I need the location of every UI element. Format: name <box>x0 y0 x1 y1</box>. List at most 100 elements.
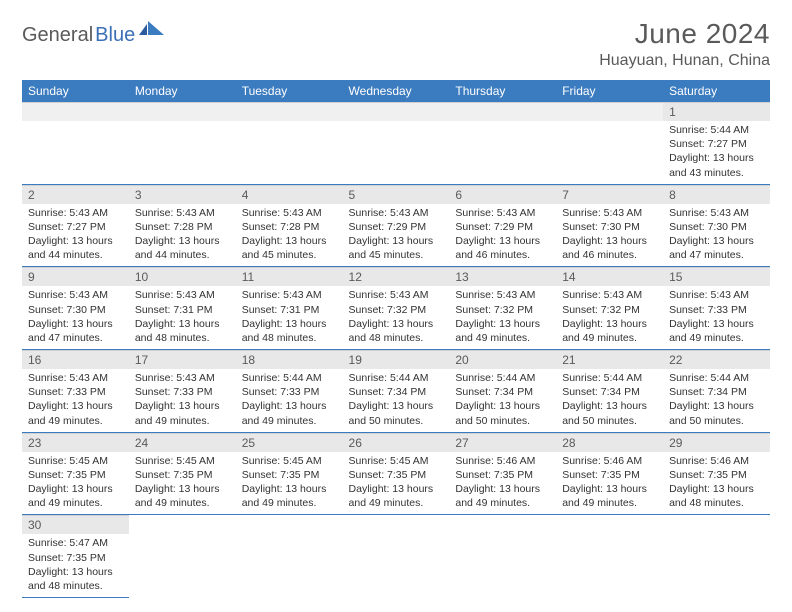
day-detail-line: and 49 minutes. <box>242 414 337 428</box>
day-number: 17 <box>129 350 236 369</box>
day-number: 19 <box>343 350 450 369</box>
day-number: 20 <box>449 350 556 369</box>
day-detail-line: Daylight: 13 hours <box>135 482 230 496</box>
calendar-cell <box>663 515 770 598</box>
calendar-cell: 23Sunrise: 5:45 AMSunset: 7:35 PMDayligh… <box>22 432 129 515</box>
day-detail-line: Sunrise: 5:43 AM <box>562 206 657 220</box>
day-number: 14 <box>556 267 663 286</box>
calendar-cell: 7Sunrise: 5:43 AMSunset: 7:30 PMDaylight… <box>556 184 663 267</box>
day-detail-line: and 44 minutes. <box>28 248 123 262</box>
day-details: Sunrise: 5:45 AMSunset: 7:35 PMDaylight:… <box>236 452 343 515</box>
day-detail-line: and 49 minutes. <box>562 331 657 345</box>
day-detail-line: Sunrise: 5:47 AM <box>28 536 123 550</box>
day-details: Sunrise: 5:43 AMSunset: 7:31 PMDaylight:… <box>129 286 236 349</box>
day-number <box>449 515 556 533</box>
month-title: June 2024 <box>599 18 770 50</box>
day-detail-line: Sunset: 7:35 PM <box>349 468 444 482</box>
calendar-cell: 17Sunrise: 5:43 AMSunset: 7:33 PMDayligh… <box>129 350 236 433</box>
day-number <box>556 102 663 121</box>
day-detail-line: Sunset: 7:34 PM <box>562 385 657 399</box>
day-detail-line: Daylight: 13 hours <box>562 399 657 413</box>
day-number <box>449 102 556 121</box>
day-detail-line: Daylight: 13 hours <box>242 399 337 413</box>
day-detail-line: Daylight: 13 hours <box>669 234 764 248</box>
brand-word1: General <box>22 24 93 47</box>
day-detail-line: Sunset: 7:30 PM <box>28 303 123 317</box>
day-number: 1 <box>663 102 770 121</box>
day-detail-line: Sunset: 7:35 PM <box>28 468 123 482</box>
day-detail-line: Sunrise: 5:43 AM <box>135 371 230 385</box>
day-detail-line: Daylight: 13 hours <box>669 399 764 413</box>
day-detail-line: Daylight: 13 hours <box>455 399 550 413</box>
day-detail-line: and 49 minutes. <box>135 496 230 510</box>
day-number: 6 <box>449 185 556 204</box>
calendar-cell: 29Sunrise: 5:46 AMSunset: 7:35 PMDayligh… <box>663 432 770 515</box>
day-detail-line: and 48 minutes. <box>669 496 764 510</box>
day-detail-line: Daylight: 13 hours <box>349 234 444 248</box>
day-detail-line: and 49 minutes. <box>562 496 657 510</box>
day-details: Sunrise: 5:43 AMSunset: 7:30 PMDaylight:… <box>22 286 129 349</box>
day-details: Sunrise: 5:43 AMSunset: 7:32 PMDaylight:… <box>449 286 556 349</box>
calendar-cell: 27Sunrise: 5:46 AMSunset: 7:35 PMDayligh… <box>449 432 556 515</box>
calendar-cell: 3Sunrise: 5:43 AMSunset: 7:28 PMDaylight… <box>129 184 236 267</box>
day-number: 2 <box>22 185 129 204</box>
day-detail-line: Sunset: 7:35 PM <box>135 468 230 482</box>
day-details: Sunrise: 5:43 AMSunset: 7:29 PMDaylight:… <box>343 204 450 267</box>
day-number: 16 <box>22 350 129 369</box>
day-detail-line: Sunset: 7:33 PM <box>242 385 337 399</box>
day-detail-line: Sunset: 7:35 PM <box>455 468 550 482</box>
day-detail-line: Daylight: 13 hours <box>669 317 764 331</box>
calendar-cell: 6Sunrise: 5:43 AMSunset: 7:29 PMDaylight… <box>449 184 556 267</box>
calendar-cell: 5Sunrise: 5:43 AMSunset: 7:29 PMDaylight… <box>343 184 450 267</box>
day-detail-line: Sunset: 7:33 PM <box>135 385 230 399</box>
calendar-cell: 19Sunrise: 5:44 AMSunset: 7:34 PMDayligh… <box>343 350 450 433</box>
day-detail-line: and 47 minutes. <box>28 331 123 345</box>
day-detail-line: and 45 minutes. <box>349 248 444 262</box>
day-detail-line: Sunrise: 5:43 AM <box>242 206 337 220</box>
calendar-header: SundayMondayTuesdayWednesdayThursdayFrid… <box>22 80 770 102</box>
day-detail-line: Sunset: 7:29 PM <box>349 220 444 234</box>
calendar-cell <box>22 102 129 184</box>
day-number: 25 <box>236 433 343 452</box>
day-detail-line: and 47 minutes. <box>669 248 764 262</box>
day-detail-line: and 48 minutes. <box>349 331 444 345</box>
calendar-cell <box>449 102 556 184</box>
day-detail-line: Daylight: 13 hours <box>562 482 657 496</box>
day-details <box>343 533 450 539</box>
day-details: Sunrise: 5:44 AMSunset: 7:34 PMDaylight:… <box>449 369 556 432</box>
day-number <box>129 515 236 533</box>
calendar-cell: 21Sunrise: 5:44 AMSunset: 7:34 PMDayligh… <box>556 350 663 433</box>
day-detail-line: Sunrise: 5:46 AM <box>562 454 657 468</box>
day-number: 15 <box>663 267 770 286</box>
header: General Blue June 2024 Huayuan, Hunan, C… <box>22 18 770 70</box>
day-details: Sunrise: 5:43 AMSunset: 7:30 PMDaylight:… <box>663 204 770 267</box>
day-detail-line: and 43 minutes. <box>669 166 764 180</box>
calendar-cell: 9Sunrise: 5:43 AMSunset: 7:30 PMDaylight… <box>22 267 129 350</box>
day-detail-line: and 48 minutes. <box>242 331 337 345</box>
calendar-cell <box>449 515 556 598</box>
day-details: Sunrise: 5:45 AMSunset: 7:35 PMDaylight:… <box>129 452 236 515</box>
day-details <box>129 533 236 539</box>
calendar-cell: 2Sunrise: 5:43 AMSunset: 7:27 PMDaylight… <box>22 184 129 267</box>
calendar-cell <box>129 102 236 184</box>
day-number: 10 <box>129 267 236 286</box>
day-number: 29 <box>663 433 770 452</box>
day-detail-line: Daylight: 13 hours <box>349 482 444 496</box>
day-detail-line: Sunrise: 5:44 AM <box>669 123 764 137</box>
day-detail-line: Sunrise: 5:43 AM <box>242 288 337 302</box>
day-detail-line: Daylight: 13 hours <box>562 234 657 248</box>
day-detail-line: Daylight: 13 hours <box>242 482 337 496</box>
day-details: Sunrise: 5:43 AMSunset: 7:28 PMDaylight:… <box>236 204 343 267</box>
day-number: 23 <box>22 433 129 452</box>
day-details: Sunrise: 5:45 AMSunset: 7:35 PMDaylight:… <box>22 452 129 515</box>
day-detail-line: Sunset: 7:35 PM <box>669 468 764 482</box>
day-detail-line: Sunset: 7:28 PM <box>242 220 337 234</box>
day-details <box>556 533 663 539</box>
brand-logo: General Blue <box>22 18 165 47</box>
day-details: Sunrise: 5:44 AMSunset: 7:34 PMDaylight:… <box>343 369 450 432</box>
day-detail-line: Daylight: 13 hours <box>455 482 550 496</box>
day-detail-line: Sunrise: 5:44 AM <box>242 371 337 385</box>
day-header: Wednesday <box>343 80 450 102</box>
calendar-cell: 12Sunrise: 5:43 AMSunset: 7:32 PMDayligh… <box>343 267 450 350</box>
day-detail-line: Daylight: 13 hours <box>349 317 444 331</box>
